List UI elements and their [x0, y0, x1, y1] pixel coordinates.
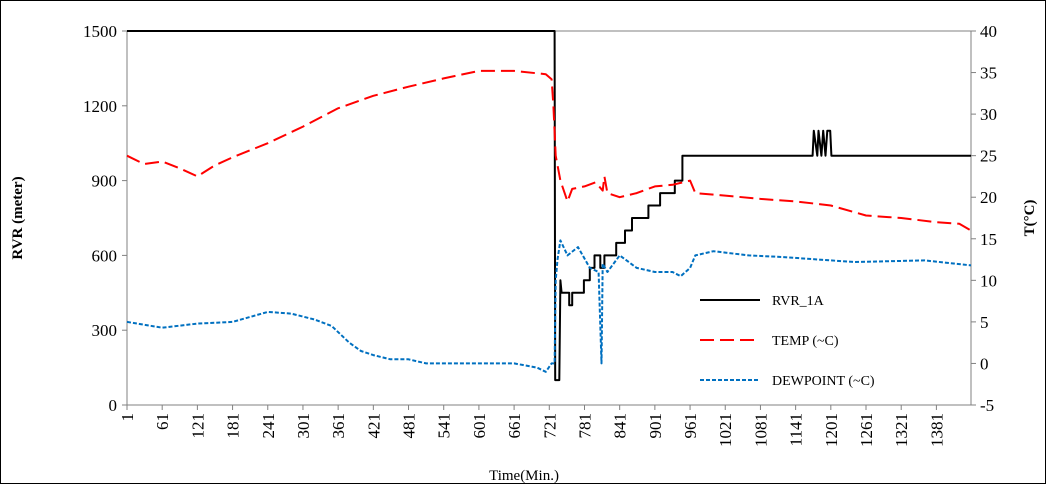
x-tick-label: 901: [646, 413, 665, 439]
x-tick-label: 1021: [716, 413, 735, 447]
x-tick-label: 1081: [751, 413, 770, 447]
x-tick-label: 241: [259, 413, 278, 439]
x-tick-label: 301: [294, 413, 313, 439]
y-right-tick-label: 20: [980, 188, 997, 207]
y-right-ticks: -5 0 5 10 15 20 25 30 35 40: [971, 22, 997, 415]
x-tick-label: 181: [224, 413, 243, 439]
y-right-tick-label: 10: [980, 271, 997, 290]
x-tick-label: 1201: [822, 413, 841, 447]
x-tick-label: 661: [505, 413, 524, 439]
x-tick-label: 961: [681, 413, 700, 439]
legend-label-0: RVR_1A: [772, 294, 825, 309]
x-ticks: 1 61 121 181 241 301 361 421 481 541 601 661 721 781 8…: [118, 405, 946, 447]
x-axis-label: Time(Min.): [489, 468, 559, 484]
y-left-axis-label: RVR (meter): [10, 176, 26, 259]
series-line-1: [126, 69, 972, 232]
x-tick-label: 781: [575, 413, 594, 439]
x-tick-label: 1261: [857, 413, 876, 447]
x-tick-label: 61: [153, 413, 172, 430]
y-left-tick-label: 300: [92, 321, 118, 340]
y-right-tick-label: 0: [980, 354, 989, 373]
x-tick-label: 481: [400, 413, 419, 439]
y-right-tick-label: 30: [980, 105, 997, 124]
legend-label-2: DEWPOINT (~C): [772, 374, 875, 389]
y-right-tick-label: -5: [980, 396, 994, 415]
x-tick-label: 1141: [787, 413, 806, 446]
plot-border: [126, 30, 972, 406]
series-layer: [126, 30, 972, 382]
y-left-tick-label: 600: [92, 246, 118, 265]
x-tick-label: 541: [435, 413, 454, 439]
x-tick-label: 361: [329, 413, 348, 439]
x-tick-label: 121: [188, 413, 207, 439]
y-right-tick-label: 40: [980, 22, 997, 41]
y-right-tick-label: 15: [980, 230, 997, 249]
x-tick-label: 1: [118, 413, 137, 422]
y-left-tick-label: 1200: [83, 97, 117, 116]
y-right-axis-label: T(°C): [1022, 200, 1038, 237]
y-left-ticks: 0 300 600 900 1200 1500: [83, 22, 127, 415]
legend: RVR_1A TEMP (~C) DEWPOINT (~C): [700, 294, 875, 389]
plot-area: [126, 30, 972, 406]
x-tick-label: 421: [364, 413, 383, 439]
y-right-tick-label: 35: [980, 64, 997, 83]
x-tick-label: 841: [611, 413, 630, 439]
y-left-tick-label: 0: [109, 396, 118, 415]
y-right-tick-label: 25: [980, 147, 997, 166]
x-tick-label: 721: [540, 413, 559, 439]
y-left-tick-label: 1500: [83, 22, 117, 41]
x-tick-label: 1381: [927, 413, 946, 447]
x-tick-label: 601: [470, 413, 489, 439]
legend-label-1: TEMP (~C): [772, 334, 839, 349]
series-line-2: [126, 239, 972, 373]
y-right-tick-label: 5: [980, 313, 989, 332]
y-left-tick-label: 900: [92, 172, 118, 191]
x-tick-label: 1321: [892, 413, 911, 447]
series-line-0: [127, 30, 971, 382]
